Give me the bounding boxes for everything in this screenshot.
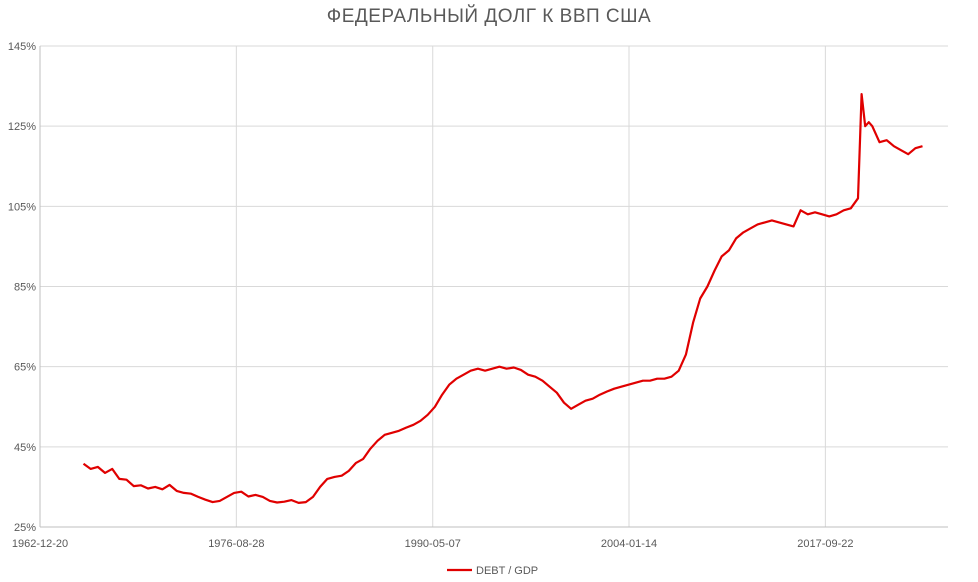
y-tick-label: 45% <box>14 442 36 454</box>
x-tick-label: 2017-09-22 <box>797 538 853 550</box>
x-tick-label: 2004-01-14 <box>601 538 657 550</box>
y-tick-label: 85% <box>14 282 36 294</box>
grid-layer <box>40 45 948 527</box>
y-tick-label: 145% <box>8 41 36 53</box>
chart-title: ФЕДЕРАЛЬНЫЙ ДОЛГ К ВВП США <box>326 6 652 27</box>
series-line-debt-gdp <box>82 92 923 504</box>
axis-layer: 25% 45% 65% 85% 105% 125% 145% 1962-12-20 1976-0… <box>8 41 948 550</box>
x-tick-label: 1976-08-28 <box>208 538 264 550</box>
y-tick-label: 65% <box>14 362 36 374</box>
series-layer <box>82 92 923 504</box>
y-tick-label: 25% <box>14 522 36 534</box>
legend: DEBT / GDP <box>447 565 538 577</box>
x-tick-label: 1962-12-20 <box>12 538 68 550</box>
y-tick-label: 105% <box>8 201 36 213</box>
legend-item: DEBT / GDP <box>447 565 538 577</box>
x-tick-label: 1990-05-07 <box>405 538 461 550</box>
y-tick-label: 125% <box>8 121 36 133</box>
legend-label: DEBT / GDP <box>476 565 538 577</box>
